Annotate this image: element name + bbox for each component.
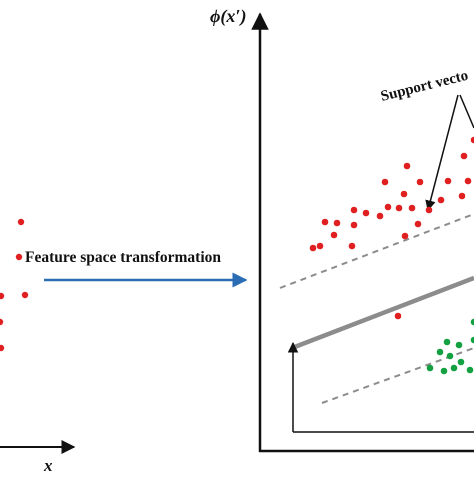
right-red-point [460,152,468,160]
right-green-point [443,338,451,346]
right-red-point [414,220,422,228]
right-red-point [316,242,324,250]
right-red-point [381,178,389,186]
right-red-point [376,212,384,220]
left-data-points [0,218,29,352]
left-red-point [17,218,25,226]
right-red-point [458,192,466,200]
right-red-point [309,244,317,252]
right-red-point [425,206,433,214]
right-green-points [426,318,474,375]
right-red-point [416,178,424,186]
left-red-point [0,318,4,326]
right-green-point [440,367,448,375]
right-red-point [394,312,402,320]
right-green-point [466,366,474,374]
right-red-point [403,162,411,170]
right-green-point [457,358,465,366]
left-x-axis-label: x [43,456,53,474]
right-red-point [464,177,472,185]
right-red-point [384,203,392,211]
arrow-label: Feature space transformation [25,249,221,266]
left-red-point [21,291,29,299]
right-red-point [470,136,474,144]
right-green-point [426,364,434,372]
right-green-point [470,318,474,326]
right-red-point [395,204,403,212]
right-red-point [330,231,338,239]
right-red-point [408,204,416,212]
right-red-point [401,232,409,240]
right-red-point [400,190,408,198]
right-green-point [470,336,474,344]
right-green-point [455,341,463,349]
callout-arrow-b [459,94,474,129]
right-red-point [444,177,452,185]
right-green-point [436,348,444,356]
right-green-point [446,352,454,360]
callout-arrow-a [425,94,459,212]
right-red-point [333,219,341,227]
left-red-point [0,344,5,352]
right-red-point [437,196,445,204]
right-red-point [348,242,356,250]
left-red-point [0,292,5,300]
right-red-points [309,136,474,320]
upper-margin-line [279,213,474,289]
right-red-point [362,209,370,217]
right-axis-label: ϕ(x′) [210,6,246,27]
right-red-point [350,221,358,229]
right-green-point [450,364,458,372]
separating-hyperplane [291,275,474,351]
right-red-point [321,218,329,226]
left-red-point [15,253,23,261]
right-red-point [350,206,358,214]
